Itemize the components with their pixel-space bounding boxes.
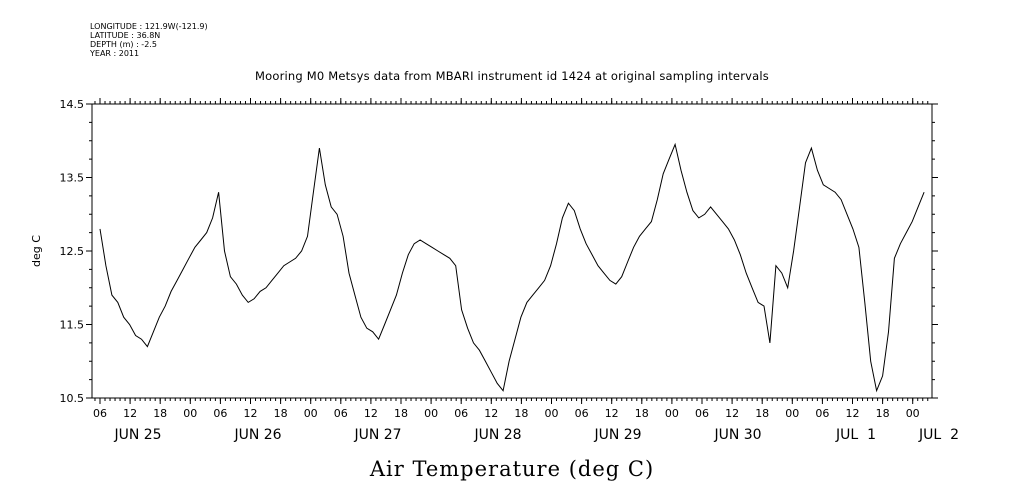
x-axis-title: Air Temperature (deg C) bbox=[369, 457, 654, 481]
x-tick-label: 18 bbox=[755, 407, 769, 420]
longitude-text: LONGITUDE : 121.9W(-121.9) bbox=[90, 22, 208, 31]
x-tick-label: 06 bbox=[815, 407, 829, 420]
x-date-label: JUL 1 bbox=[835, 427, 876, 443]
x-tick-label: 00 bbox=[424, 407, 438, 420]
x-date-label: JUN 27 bbox=[353, 427, 401, 443]
x-tick-label: 06 bbox=[695, 407, 709, 420]
x-tick-label: 18 bbox=[876, 407, 890, 420]
x-tick-label: 18 bbox=[153, 407, 167, 420]
minor-ticks bbox=[94, 101, 929, 401]
x-tick-label: 00 bbox=[665, 407, 679, 420]
x-tick-label: 12 bbox=[846, 407, 860, 420]
y-tick-label: 14.5 bbox=[60, 98, 85, 111]
x-tick-label: 12 bbox=[364, 407, 378, 420]
x-tick-label: 06 bbox=[454, 407, 468, 420]
x-tick-label: 12 bbox=[484, 407, 498, 420]
x-tick-label: 00 bbox=[545, 407, 559, 420]
x-axis: 06 12 18 00 06 12 18 00 06 12 18 00 06 12 18 00 06 12 18 00… bbox=[93, 98, 959, 443]
x-tick-label: 18 bbox=[514, 407, 528, 420]
year-text: YEAR : 2011 bbox=[90, 49, 140, 58]
x-date-label: JUN 28 bbox=[473, 427, 521, 443]
x-date-label: JUN 25 bbox=[113, 427, 161, 443]
x-tick-label: 06 bbox=[334, 407, 348, 420]
x-tick-label: 12 bbox=[123, 407, 137, 420]
x-tick-label: 12 bbox=[244, 407, 258, 420]
x-tick-label: 00 bbox=[906, 407, 920, 420]
y-tick-label: 11.5 bbox=[60, 319, 85, 332]
y-axis-label: deg C bbox=[30, 235, 43, 267]
x-date-label: JUL 2 bbox=[918, 427, 959, 443]
x-tick-label: 06 bbox=[93, 407, 107, 420]
x-tick-label: 00 bbox=[785, 407, 799, 420]
x-tick-label: 06 bbox=[213, 407, 227, 420]
x-tick-label: 12 bbox=[725, 407, 739, 420]
x-tick-label: 18 bbox=[394, 407, 408, 420]
chart-title: Mooring M0 Metsys data from MBARI instru… bbox=[255, 69, 769, 83]
series-group bbox=[99, 142, 925, 393]
latitude-text: LATITUDE : 36.8N bbox=[90, 31, 161, 40]
mooring-metadata: LONGITUDE : 121.9W(-121.9) LATITUDE : 36… bbox=[90, 22, 208, 58]
y-tick-label: 10.5 bbox=[60, 392, 85, 405]
temperature-series-line bbox=[99, 142, 925, 393]
x-tick-label: 00 bbox=[304, 407, 318, 420]
plot-frame bbox=[91, 103, 933, 399]
x-tick-label: 18 bbox=[635, 407, 649, 420]
y-tick-label: 13.5 bbox=[60, 172, 85, 185]
x-date-label: JUN 29 bbox=[593, 427, 641, 443]
x-tick-label: 12 bbox=[605, 407, 619, 420]
x-date-label: JUN 30 bbox=[713, 427, 761, 443]
x-tick-label: 06 bbox=[575, 407, 589, 420]
depth-text: DEPTH (m) : -2.5 bbox=[90, 40, 157, 49]
y-tick-label: 12.5 bbox=[60, 245, 85, 258]
x-date-label: JUN 26 bbox=[233, 427, 281, 443]
x-tick-label: 00 bbox=[183, 407, 197, 420]
x-tick-label: 18 bbox=[274, 407, 288, 420]
y-axis: 10.5 11.5 12.5 13.5 14.5 bbox=[60, 98, 938, 405]
